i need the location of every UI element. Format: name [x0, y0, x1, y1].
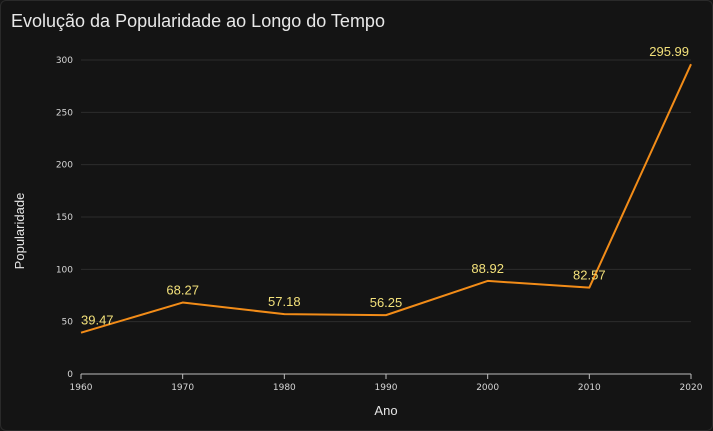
- data-label-2010: 82.57: [573, 268, 606, 283]
- x-tick-label-1: 1970: [171, 383, 194, 393]
- x-axis-label: Ano: [374, 403, 397, 418]
- y-tick-label-0: 0: [67, 370, 73, 380]
- data-label-1990: 56.25: [370, 295, 403, 310]
- x-tick-label-0: 1960: [70, 383, 93, 393]
- x-tick-label-4: 2000: [476, 383, 499, 393]
- y-tick-label-2: 100: [56, 265, 73, 275]
- y-tick-label-3: 150: [56, 213, 73, 223]
- x-tick-label-6: 2020: [680, 383, 703, 393]
- y-axis-label: Popularidade: [12, 193, 27, 270]
- chart-title: Evolução da Popularidade ao Longo do Tem…: [11, 11, 385, 31]
- data-label-2020: 295.99: [649, 44, 689, 59]
- y-axis-ticks: 0 50 100 150 200 250 300: [56, 56, 73, 380]
- series-group: [80, 63, 692, 334]
- grid-lines: [81, 59, 691, 323]
- series-line-0: [80, 63, 692, 334]
- data-label-2000: 88.92: [471, 261, 504, 276]
- data-labels: 39.47 68.27 57.18 56.25 88.92 82.57 295.99: [81, 44, 689, 327]
- data-label-1980: 57.18: [268, 294, 301, 309]
- x-tick-label-3: 1990: [375, 383, 398, 393]
- data-label-1960: 39.47: [81, 313, 114, 328]
- y-tick-label-1: 50: [62, 318, 74, 328]
- y-tick-label-6: 300: [56, 56, 73, 66]
- y-tick-label-5: 250: [56, 108, 73, 118]
- data-label-1970: 68.27: [166, 283, 199, 298]
- y-tick-label-4: 200: [56, 161, 73, 171]
- x-tick-label-5: 2010: [578, 383, 601, 393]
- x-axis-ticks: 1960 1970 1980 1990 2000 2010 2020: [70, 374, 703, 393]
- x-tick-label-2: 1980: [273, 383, 296, 393]
